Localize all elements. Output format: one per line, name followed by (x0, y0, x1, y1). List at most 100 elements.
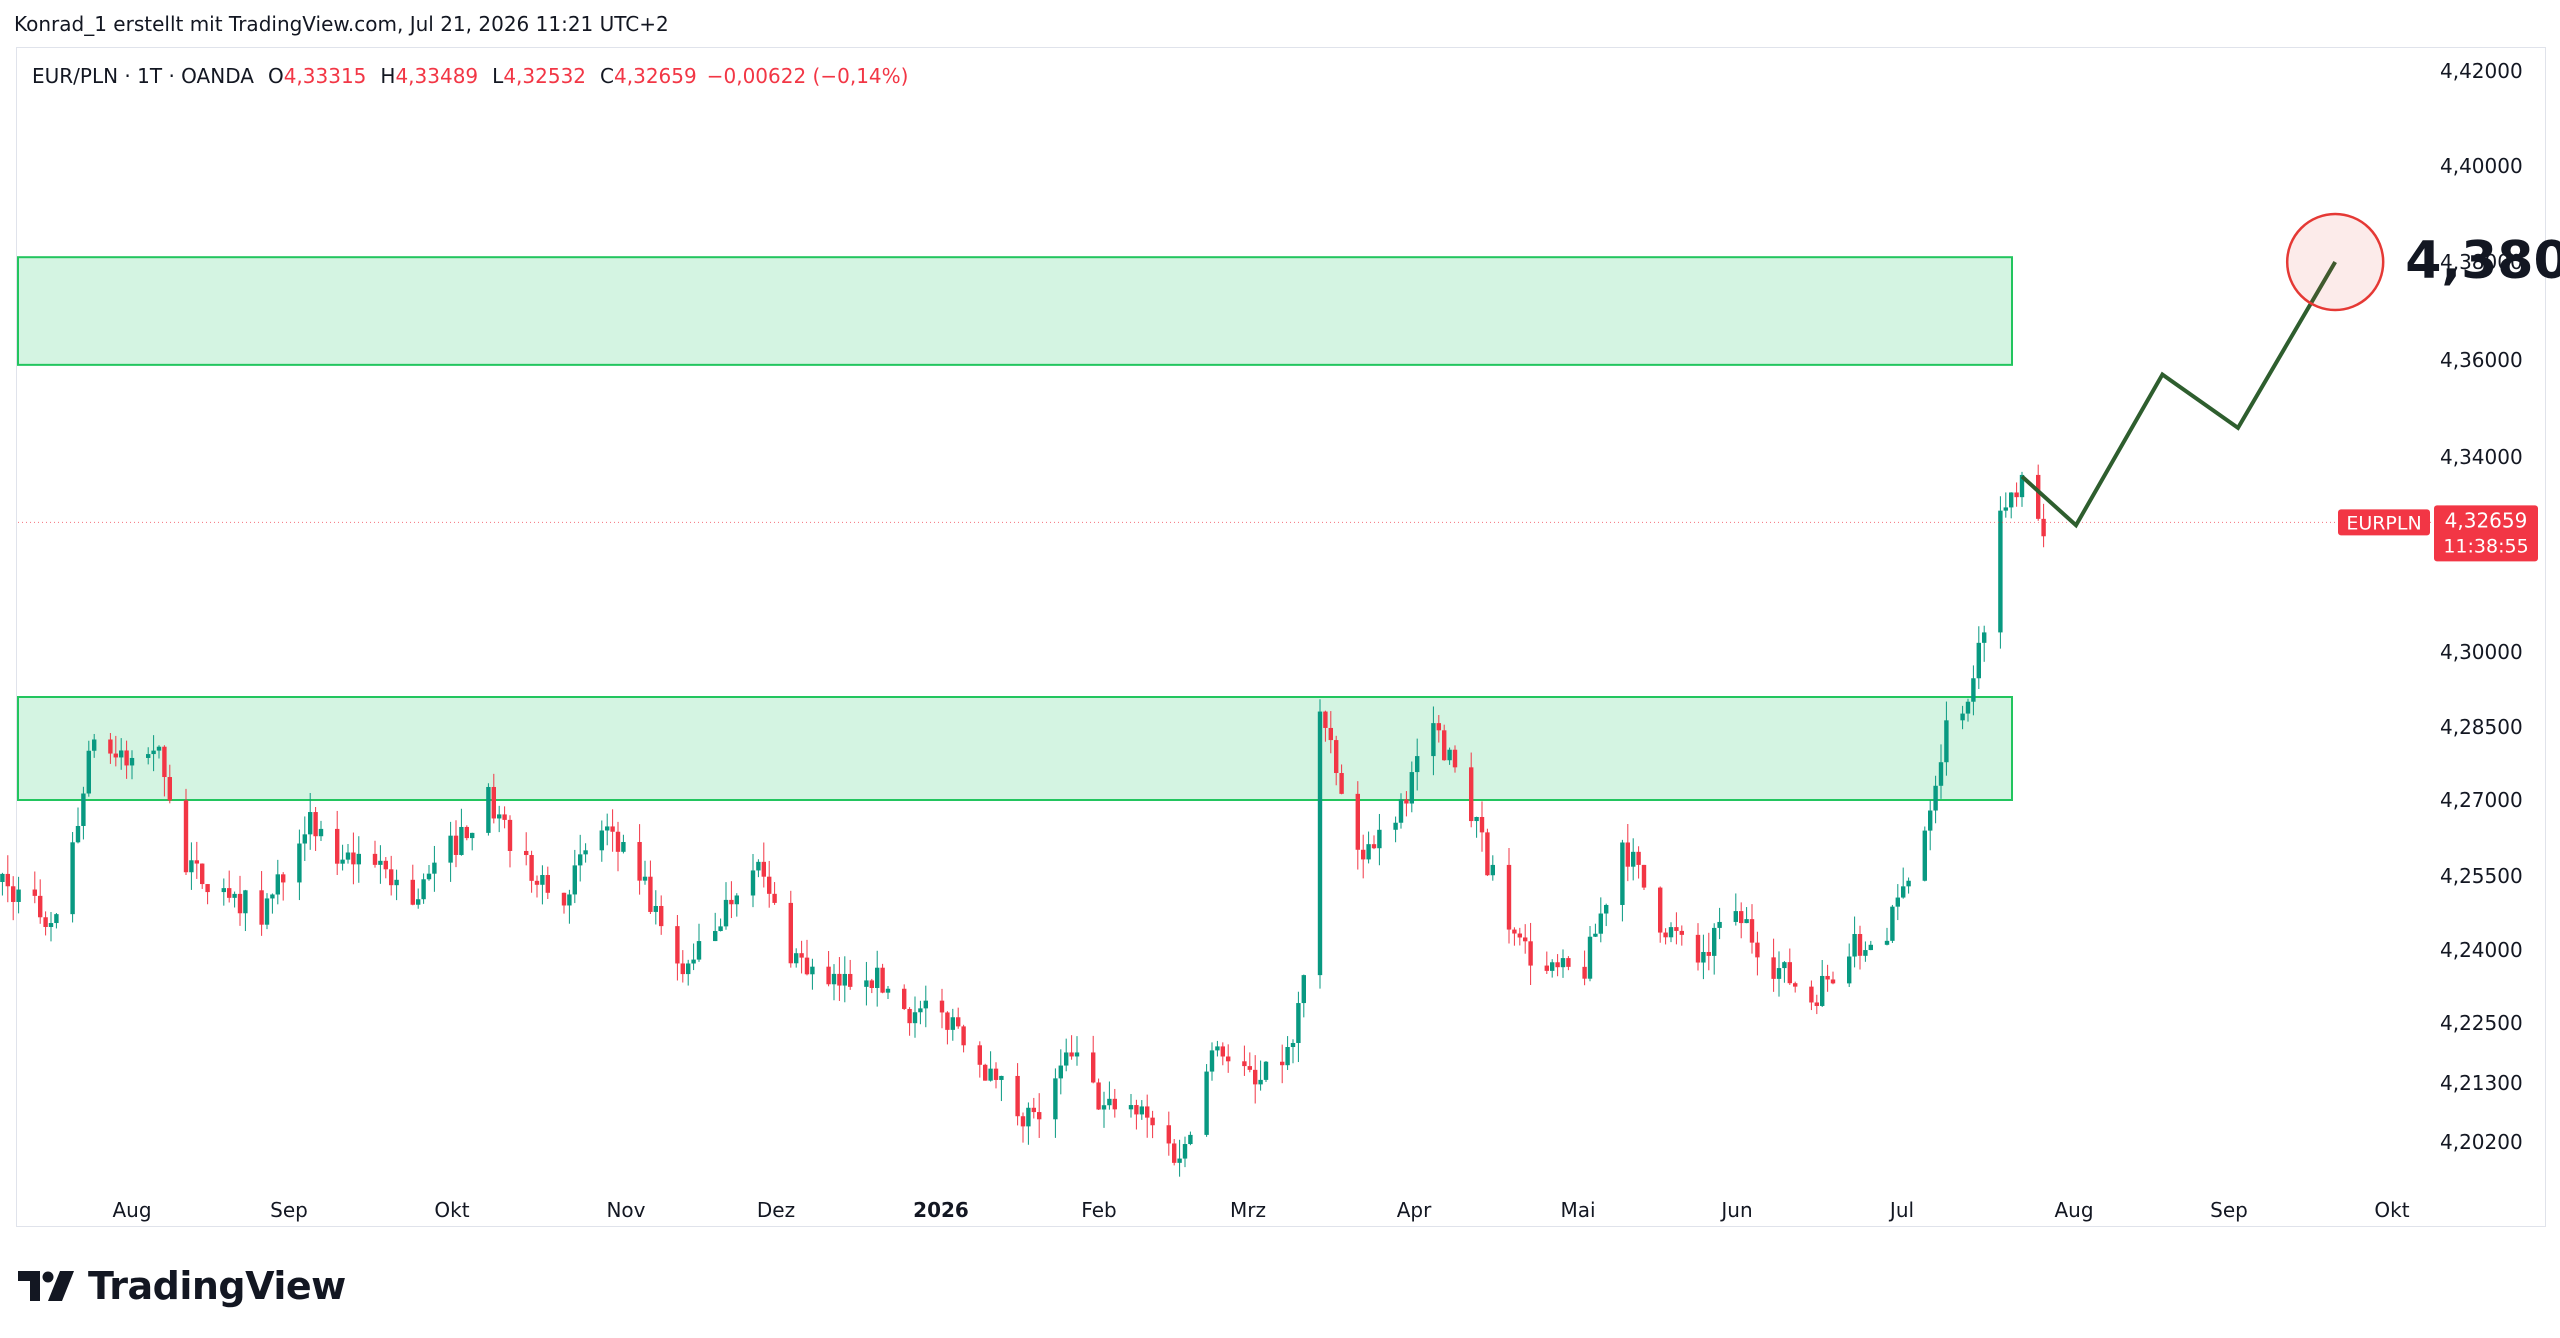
candle-body (308, 812, 313, 835)
candle-body (2041, 518, 2046, 537)
candle-body (1506, 864, 1512, 930)
candle-body (810, 966, 815, 975)
candle-body (1177, 1158, 1182, 1163)
x-tick-label: Aug (112, 1198, 151, 1222)
candle-body (1134, 1105, 1139, 1115)
candle-body (1150, 1117, 1155, 1126)
candle-body (1371, 844, 1377, 849)
candle-body (1604, 904, 1609, 914)
candle-body (1263, 1061, 1269, 1080)
candle-body (1301, 975, 1306, 1004)
y-tick-label: 4,25500 (2440, 864, 2523, 888)
candle-body (416, 899, 421, 905)
candle-body (1663, 932, 1668, 938)
candle-body (1209, 1050, 1215, 1072)
candle-body (313, 812, 318, 837)
candle-body (923, 1000, 928, 1009)
x-tick-label: Mai (1560, 1198, 1595, 1222)
candle-body (1938, 762, 1944, 786)
legend-symbol[interactable]: EUR/PLN · 1T · OANDA (32, 64, 254, 88)
candle-body (259, 890, 264, 925)
candle-body (977, 1045, 982, 1065)
candle-body (1037, 1112, 1042, 1120)
candle-body (1474, 816, 1479, 822)
candle-body (1242, 1061, 1247, 1067)
symbol-tag[interactable] (2338, 509, 2430, 536)
candle-body (426, 873, 432, 880)
y-tick-label: 4,28500 (2440, 715, 2523, 739)
candle-body (1744, 919, 1749, 924)
candle-body (297, 843, 302, 883)
y-tick-label: 4,24000 (2440, 938, 2523, 962)
candle-body (340, 859, 345, 864)
candle-body (864, 980, 869, 987)
candle-body (1960, 713, 1965, 721)
candle-body (16, 889, 21, 902)
candle-body (1976, 642, 1981, 679)
candle-body (1112, 1098, 1117, 1110)
tradingview-logo-icon (18, 1271, 74, 1301)
candle-body (1020, 1116, 1026, 1127)
candle-body (1188, 1134, 1193, 1145)
candle-body (70, 842, 75, 915)
candle-body (372, 853, 378, 865)
candle-body (1712, 927, 1717, 956)
candle-body (1566, 958, 1571, 967)
candle-body (1863, 950, 1868, 956)
y-tick-label: 4,42000 (2440, 59, 2523, 83)
candle-body (1398, 799, 1404, 823)
price-tag-value: 4,32659 (2445, 508, 2528, 532)
candle-body (1631, 851, 1636, 867)
candle-body (756, 861, 761, 871)
candle-body (1166, 1125, 1171, 1144)
legend-close-value: 4,32659 (614, 64, 697, 88)
zone-rect-2[interactable] (17, 696, 2013, 801)
x-tick-label: Jul (1888, 1198, 1914, 1222)
tradingview-logo[interactable]: TradingView (18, 1264, 346, 1308)
x-tick-label: Apr (1397, 1198, 1432, 1222)
candle-body (961, 1026, 966, 1046)
candle-body (691, 959, 696, 964)
candle-body (1285, 1047, 1290, 1066)
candle-body (653, 905, 658, 912)
target-circle[interactable] (2285, 212, 2385, 312)
candle-body (1749, 919, 1755, 943)
price-tag[interactable] (2434, 505, 2538, 562)
candle-body (507, 819, 513, 851)
candle-body (988, 1068, 993, 1081)
x-tick-label: Mrz (1230, 1198, 1266, 1222)
candle-body (637, 842, 642, 881)
candle-body (232, 893, 237, 898)
target-price-label: 4,380 (2405, 231, 2560, 291)
candle-body (1053, 1078, 1058, 1120)
candle-body (32, 889, 37, 896)
candle-body (804, 957, 810, 975)
candle-body (1479, 816, 1485, 833)
candle-body (1895, 897, 1900, 907)
candle-body (1733, 911, 1738, 922)
candle-body (151, 750, 156, 755)
candle-body (1674, 927, 1679, 931)
candle-body (1998, 510, 2003, 633)
candle-body (1668, 927, 1674, 938)
candle-body (918, 1008, 923, 1013)
candle-body (826, 966, 831, 985)
chart-frame[interactable] (16, 47, 2546, 1227)
candle-body (1258, 1079, 1263, 1085)
candle-body (1847, 956, 1852, 984)
candle-body (281, 874, 286, 883)
projection-path[interactable] (2020, 260, 2337, 529)
candle-body (1658, 887, 1663, 933)
candle-body (183, 800, 189, 873)
y-tick-label: 4,20200 (2440, 1130, 2523, 1154)
candle-body (1339, 773, 1344, 794)
candle-body (1679, 930, 1684, 935)
candle-body (718, 926, 723, 932)
candle-body (837, 973, 842, 986)
candle-body (1517, 933, 1522, 938)
candle-body (767, 876, 772, 894)
candle-body (227, 888, 232, 898)
zone-rect-1[interactable] (17, 256, 2013, 366)
legend-change: −0,00622 (−0,14%) (706, 64, 909, 88)
